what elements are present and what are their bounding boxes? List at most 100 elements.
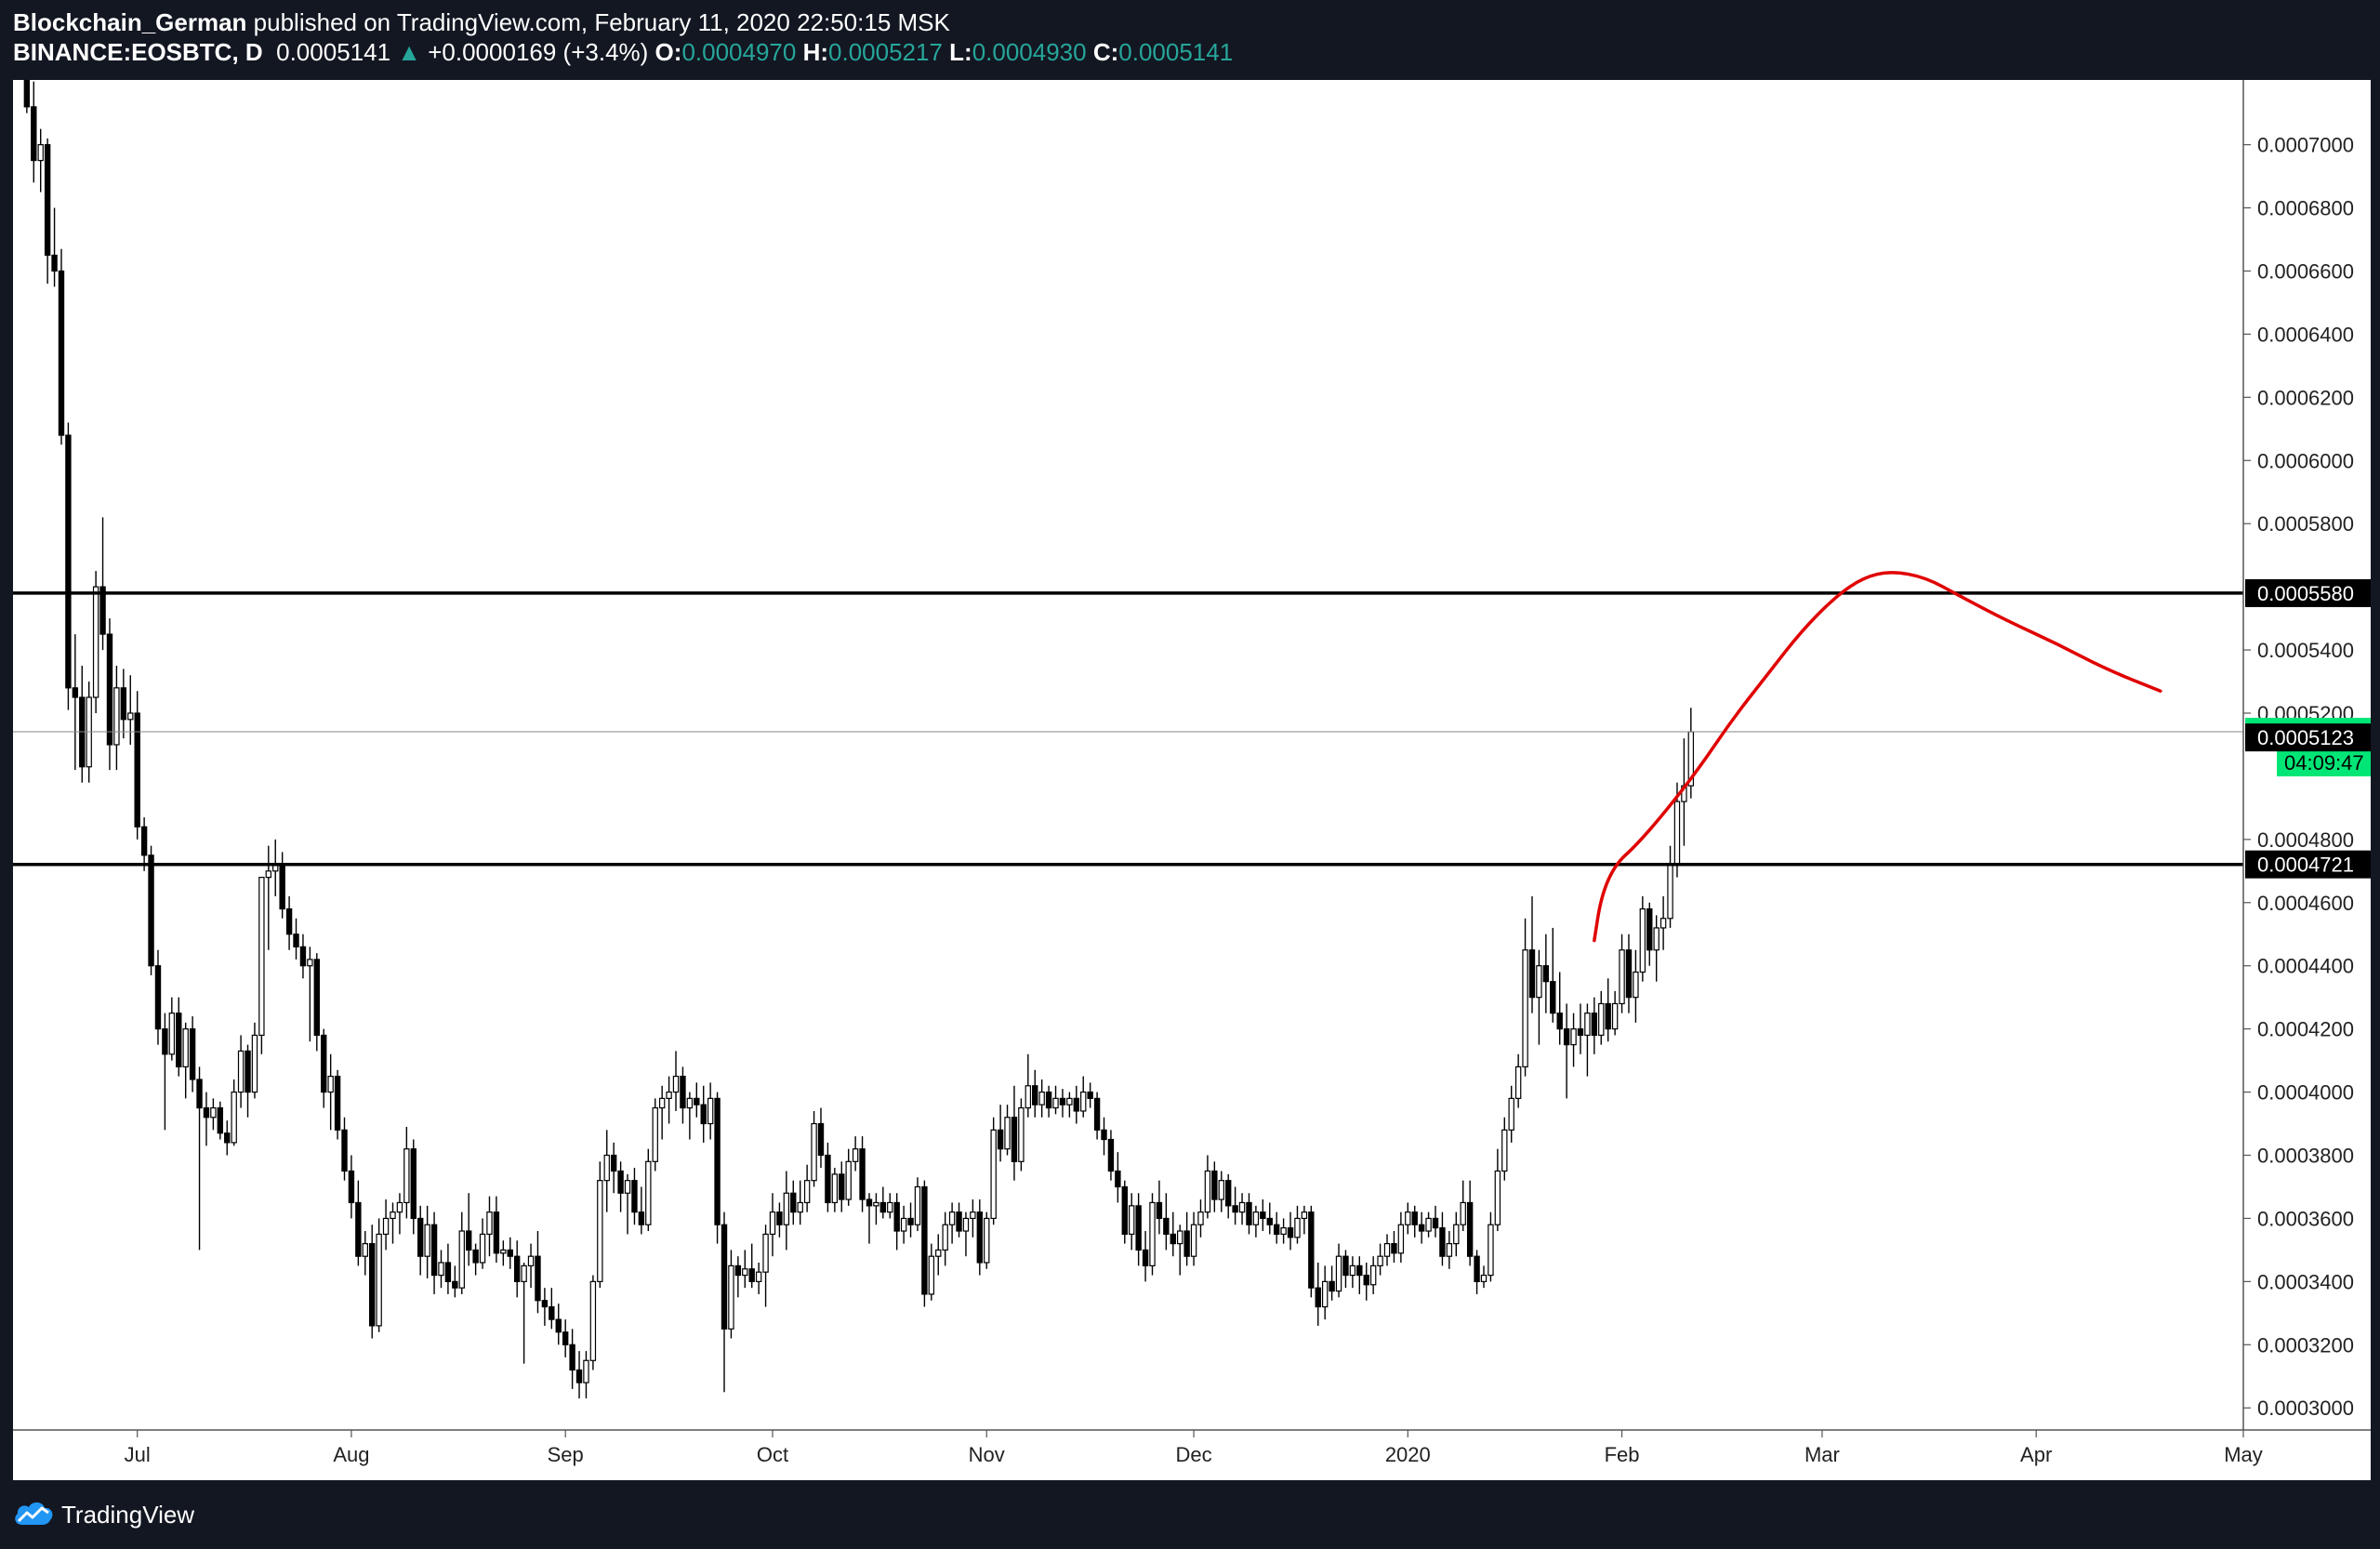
tradingview-cloud-icon[interactable] [11, 1497, 56, 1529]
candle-body-up [962, 1217, 970, 1232]
chart-area[interactable]: 0.0007000 0.0006800 0.0006600 0.0006400 0.00… [13, 80, 2371, 1480]
candle [1391, 1231, 1397, 1263]
price-tick-label: 0.0003200 [2257, 1333, 2354, 1357]
candle-body-down [334, 1075, 341, 1131]
candle-body-down [617, 1170, 624, 1194]
candle-body-down [410, 1148, 416, 1220]
candle-body-up [1501, 1129, 1508, 1172]
candle-body-up [424, 1224, 430, 1257]
author-name[interactable]: Blockchain_German [13, 8, 247, 36]
candle [900, 1205, 907, 1244]
footer-bar: TradingView [0, 1480, 2380, 1549]
candle [362, 1231, 368, 1276]
candle [776, 1202, 783, 1238]
candle-body-up [237, 1050, 245, 1093]
candle-body-up [942, 1224, 948, 1251]
candle-body-down [1363, 1274, 1369, 1286]
candle-body-up [1673, 801, 1681, 866]
price-tick-label: 0.0003400 [2257, 1270, 2354, 1293]
symbol-label[interactable]: BINANCE:EOSBTC, D [13, 38, 263, 66]
candle [127, 675, 134, 745]
candle [1129, 1193, 1135, 1251]
candle [1514, 1053, 1522, 1108]
candle [873, 1193, 879, 1225]
candle-body-down [776, 1211, 783, 1225]
time-tick-label: Mar [1805, 1443, 1840, 1466]
candle-body-up [527, 1255, 535, 1266]
candle [728, 1250, 734, 1339]
candle [1542, 933, 1550, 1013]
candle [1004, 1105, 1011, 1156]
candle-body-down [956, 1211, 962, 1232]
candle-body-up [265, 870, 272, 879]
candle [1405, 1202, 1411, 1235]
candle [438, 1250, 444, 1289]
candle-body-down [106, 633, 113, 746]
candle [430, 1211, 438, 1294]
tradingview-brand[interactable]: TradingView [61, 1501, 195, 1529]
candle [162, 1013, 168, 1131]
candle [134, 691, 140, 840]
candle [645, 1148, 652, 1232]
candle-body-down [1260, 1211, 1266, 1220]
candle [217, 1101, 224, 1140]
candle [31, 81, 37, 183]
candle [1204, 1155, 1211, 1219]
time-tick-label: Apr [2020, 1443, 2052, 1466]
price-tick-label: 0.0003800 [2257, 1145, 2354, 1168]
candle-body-down [217, 1106, 224, 1134]
candle [245, 1044, 251, 1118]
candle-body-down [493, 1211, 500, 1254]
candle-body-down [879, 1201, 887, 1213]
candle [1059, 1089, 1066, 1118]
candle [839, 1161, 845, 1212]
candle-body-down [721, 1224, 728, 1330]
candle-body-up [652, 1106, 658, 1162]
candle-body-up [258, 877, 265, 1037]
candle-body-up [438, 1262, 444, 1277]
candle [935, 1234, 942, 1276]
candle [984, 1211, 990, 1269]
candle-body-down [348, 1170, 355, 1204]
candle [293, 918, 299, 960]
candle [37, 128, 44, 192]
candle [1342, 1250, 1349, 1289]
candle-body-down [631, 1180, 638, 1213]
candle [1446, 1231, 1453, 1269]
candle [1107, 1130, 1115, 1181]
candle-body-up [645, 1160, 652, 1225]
candle-body-up [1052, 1097, 1059, 1109]
candle-body-up [327, 1075, 334, 1093]
candle [1659, 895, 1667, 950]
candle-body-up [1446, 1243, 1453, 1257]
candle-body-down [355, 1201, 362, 1257]
candle-body-down [555, 1318, 562, 1333]
candle [1605, 978, 1611, 1042]
candle-body-up [307, 959, 313, 967]
candle-body-up [845, 1160, 852, 1200]
candle [1197, 1199, 1204, 1238]
candle-body-down [1439, 1227, 1446, 1257]
candle [887, 1193, 893, 1219]
candle [541, 1288, 549, 1326]
candle [182, 1022, 189, 1099]
candle [1369, 1256, 1377, 1294]
candle-body-up [970, 1211, 976, 1220]
candle [652, 1098, 658, 1172]
candle-body-up [583, 1359, 589, 1384]
candle-body-up [1570, 1028, 1577, 1046]
candle [1032, 1069, 1038, 1118]
candle [321, 1028, 327, 1108]
candle [1308, 1205, 1315, 1298]
candle-body-down [341, 1129, 348, 1172]
candle-body-up [1425, 1217, 1432, 1232]
candle-body-down [825, 1154, 831, 1204]
candle-body-down [154, 965, 162, 1030]
candle-body-up [1639, 907, 1646, 973]
candle-body-up [376, 1233, 382, 1327]
chart-background [13, 80, 2371, 1480]
candle [1260, 1199, 1266, 1232]
candle [1183, 1211, 1190, 1266]
candlestick-chart[interactable]: 0.0007000 0.0006800 0.0006600 0.0006400 0.00… [13, 80, 2371, 1480]
candle-body-down [1059, 1097, 1066, 1105]
